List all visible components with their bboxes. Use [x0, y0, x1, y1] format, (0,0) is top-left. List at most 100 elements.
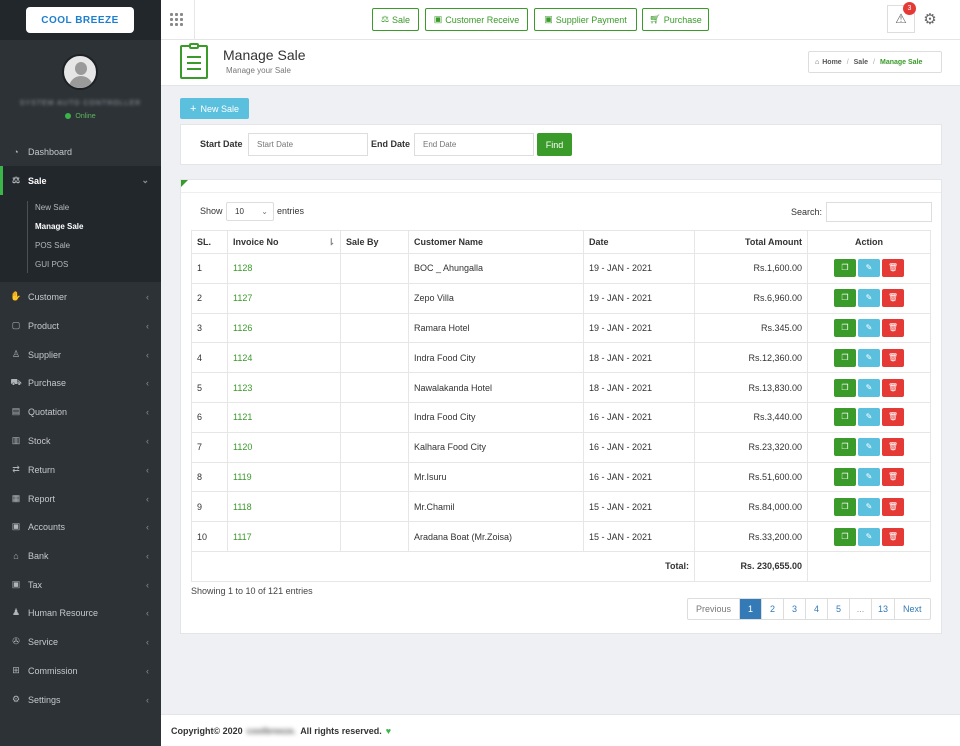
- pagination-page[interactable]: 5: [827, 599, 849, 619]
- sidebar-item-label: Supplier: [28, 349, 62, 360]
- sidebar-item-commission[interactable]: ⊞ Commission ‹: [0, 656, 161, 685]
- pagination-page[interactable]: 2: [761, 599, 783, 619]
- submenu-item-manage-sale[interactable]: Manage Sale: [35, 222, 84, 231]
- col-invoice-no[interactable]: Invoice No ⇂: [227, 230, 341, 254]
- view-button[interactable]: ❐: [834, 438, 856, 457]
- pagination-page[interactable]: 1: [739, 599, 762, 619]
- pagination-page[interactable]: 3: [783, 599, 805, 619]
- delete-button[interactable]: 🗑︎: [882, 259, 904, 278]
- edit-button[interactable]: ✎: [858, 497, 880, 516]
- edit-button[interactable]: ✎: [858, 318, 880, 337]
- edit-button[interactable]: ✎: [858, 527, 880, 546]
- edit-button[interactable]: ✎: [858, 467, 880, 486]
- sidebar-item-purchase[interactable]: ⛟ Purchase ‹: [0, 368, 161, 397]
- submenu-item-new-sale[interactable]: New Sale: [35, 203, 70, 212]
- delete-button[interactable]: 🗑︎: [882, 318, 904, 337]
- sidebar-item-human-resource[interactable]: ♟ Human Resource ‹: [0, 598, 161, 627]
- end-date-input[interactable]: [414, 133, 534, 156]
- pagination-previous[interactable]: Previous: [696, 604, 732, 614]
- delete-button[interactable]: 🗑︎: [882, 527, 904, 546]
- settings-button[interactable]: ⚙: [916, 5, 944, 33]
- delete-button[interactable]: 🗑︎: [882, 289, 904, 308]
- alert-button[interactable]: ⚠: [887, 5, 915, 33]
- edit-button[interactable]: ✎: [858, 378, 880, 397]
- cell-amount: Rs.84,000.00: [694, 491, 808, 523]
- cell-invoice-link[interactable]: 1124: [227, 342, 341, 374]
- view-button[interactable]: ❐: [834, 259, 856, 278]
- apps-grid-icon[interactable]: [170, 13, 184, 27]
- view-button[interactable]: ❐: [834, 527, 856, 546]
- sidebar-item-tax[interactable]: ▣ Tax ‹: [0, 570, 161, 599]
- delete-button[interactable]: 🗑︎: [882, 378, 904, 397]
- new-sale-button[interactable]: + New Sale: [180, 98, 249, 119]
- chevron-left-icon: ‹: [146, 464, 149, 475]
- view-button[interactable]: ❐: [834, 408, 856, 427]
- edit-button[interactable]: ✎: [858, 438, 880, 457]
- sidebar-item-accounts[interactable]: ▣ Accounts ‹: [0, 512, 161, 541]
- quick-supplier-payment-button[interactable]: ▣ Supplier Payment: [534, 8, 637, 31]
- quick-purchase-button[interactable]: 🛒︎ Purchase: [642, 8, 709, 31]
- pagination-page[interactable]: 4: [805, 599, 827, 619]
- col-date[interactable]: Date: [583, 230, 695, 254]
- sidebar-item-settings[interactable]: ⚙ Settings ‹: [0, 685, 161, 714]
- delete-button[interactable]: 🗑︎: [882, 348, 904, 367]
- avatar[interactable]: [62, 54, 98, 90]
- cell-invoice-link[interactable]: 1128: [227, 253, 341, 284]
- delete-button[interactable]: 🗑︎: [882, 408, 904, 427]
- view-button[interactable]: ❐: [834, 348, 856, 367]
- view-button[interactable]: ❐: [834, 289, 856, 308]
- col-sale-by[interactable]: Sale By: [340, 230, 409, 254]
- pagination-next[interactable]: Next: [894, 599, 930, 619]
- sidebar-item-service[interactable]: ✇ Service ‹: [0, 627, 161, 656]
- sidebar-item-customer[interactable]: ✋ Customer ‹: [0, 282, 161, 311]
- cell-invoice-link[interactable]: 1120: [227, 431, 341, 463]
- sidebar-item-quotation[interactable]: ▤ Quotation ‹: [0, 397, 161, 426]
- quick-customer-receive-button[interactable]: ▣ Customer Receive: [425, 8, 528, 31]
- sidebar-item-dashboard[interactable]: ◔ Dashboard: [0, 137, 161, 166]
- col-customer-name[interactable]: Customer Name: [408, 230, 584, 254]
- find-button[interactable]: Find: [537, 133, 572, 156]
- submenu-item-gui-pos[interactable]: GUI POS: [35, 260, 69, 269]
- cell-sl: 7: [191, 431, 228, 463]
- cell-invoice-link[interactable]: 1118: [227, 491, 341, 523]
- view-button[interactable]: ❐: [834, 318, 856, 337]
- quick-sale-button[interactable]: ⚖ Sale: [372, 8, 419, 31]
- delete-button[interactable]: 🗑︎: [882, 497, 904, 516]
- search-input[interactable]: [826, 202, 932, 222]
- cell-invoice-link[interactable]: 1117: [227, 521, 341, 552]
- view-button[interactable]: ❐: [834, 467, 856, 486]
- cell-invoice-link[interactable]: 1119: [227, 461, 341, 493]
- entries-per-page-select[interactable]: 10 ⌄: [226, 202, 274, 221]
- sidebar-item-report[interactable]: ▦ Report ‹: [0, 484, 161, 513]
- sidebar-item-bank[interactable]: ⌂ Bank ‹: [0, 541, 161, 570]
- edit-button[interactable]: ✎: [858, 348, 880, 367]
- sidebar-item-sale[interactable]: ⚖ Sale ⌄: [0, 166, 161, 195]
- cell-invoice-link[interactable]: 1126: [227, 312, 341, 344]
- cell-invoice-link[interactable]: 1127: [227, 282, 341, 314]
- breadcrumb-sale[interactable]: Sale: [853, 58, 869, 66]
- sidebar-item-stock[interactable]: ▥ Stock ‹: [0, 426, 161, 455]
- brand-logo[interactable]: COOL BREEZE: [26, 7, 134, 33]
- delete-button[interactable]: 🗑︎: [882, 467, 904, 486]
- pagination-page[interactable]: 13: [871, 599, 894, 619]
- view-button[interactable]: ❐: [834, 497, 856, 516]
- cell-invoice-link[interactable]: 1121: [227, 401, 341, 433]
- edit-button[interactable]: ✎: [858, 259, 880, 278]
- col-sl[interactable]: SL.: [191, 230, 228, 254]
- delete-button[interactable]: 🗑︎: [882, 438, 904, 457]
- sidebar-item-supplier[interactable]: ♙ Supplier ‹: [0, 340, 161, 369]
- sidebar-item-return[interactable]: ⇄ Return ‹: [0, 455, 161, 484]
- cell-invoice-link[interactable]: 1123: [227, 372, 341, 403]
- edit-button[interactable]: ✎: [858, 289, 880, 308]
- submenu-item-pos-sale[interactable]: POS Sale: [35, 241, 71, 250]
- view-button[interactable]: ❐: [834, 378, 856, 397]
- sidebar-item-product[interactable]: ▢ Product ‹: [0, 311, 161, 340]
- page-title: Manage Sale: [223, 47, 306, 63]
- breadcrumb-home[interactable]: Home: [822, 58, 842, 66]
- col-total-amount[interactable]: Total Amount: [694, 230, 808, 254]
- sort-icon[interactable]: ⇂: [327, 237, 335, 247]
- start-date-input[interactable]: [248, 133, 368, 156]
- exchange-icon: ⇄: [12, 464, 20, 474]
- date-filter-card: Start Date End Date Find: [180, 124, 942, 165]
- edit-button[interactable]: ✎: [858, 408, 880, 427]
